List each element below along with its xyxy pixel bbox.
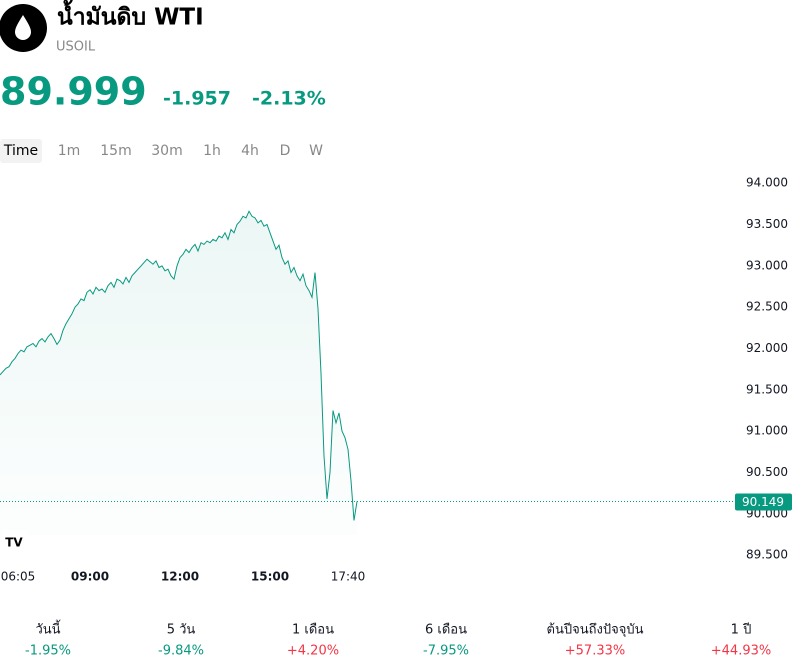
x-tick-label: 09:00 (71, 570, 109, 584)
performance-value[interactable]: -7.95% (423, 644, 469, 659)
logo-drop (15, 15, 31, 40)
last-price-badge (735, 493, 792, 511)
y-tick-label: 93.000 (746, 258, 788, 272)
timeframe-button[interactable]: 1m (58, 143, 81, 159)
timeframe-button[interactable]: 15m (100, 143, 131, 159)
y-tick-label: 89.500 (746, 548, 788, 562)
timeframe-button[interactable]: D (280, 143, 291, 159)
performance-label[interactable]: 1 ปี (731, 622, 752, 638)
y-tick-label: 91.000 (746, 424, 788, 438)
y-tick-label: 90.500 (746, 465, 788, 479)
timeframe-selected-bg (0, 139, 42, 163)
performance-label[interactable]: วันนี้ (35, 620, 61, 638)
performance-value[interactable]: +44.93% (711, 644, 771, 659)
y-tick-label: 94.000 (746, 176, 788, 190)
y-tick-label: 91.500 (746, 382, 788, 396)
tv-logo-mark: TV (5, 536, 23, 550)
timeframe-button[interactable]: 1h (203, 143, 221, 159)
change-percent: -2.13% (252, 88, 326, 110)
y-tick-label: 93.500 (746, 217, 788, 231)
timeframe-button[interactable]: Time (3, 143, 38, 159)
tv-logo: TV (2, 530, 28, 556)
y-tick-label: 92.000 (746, 341, 788, 355)
performance-value[interactable]: -1.95% (25, 644, 71, 659)
tv-logo-bg (2, 530, 28, 556)
timeframe-button[interactable]: W (309, 143, 323, 159)
performance-value[interactable]: -9.84% (158, 644, 204, 659)
x-tick-label: 15:00 (251, 570, 289, 584)
price: 89.999 (0, 70, 147, 114)
performance-value[interactable]: +57.33% (565, 644, 625, 659)
price-line (0, 210, 358, 521)
performance-label[interactable]: ต้นปีจนถึงปัจจุบัน (547, 622, 644, 638)
symbol: USOIL (56, 40, 96, 55)
performance-label[interactable]: 1 เดือน (292, 622, 334, 638)
x-tick-label: 06:05 (1, 570, 36, 584)
x-tick-label: 17:40 (331, 570, 366, 584)
performance-label[interactable]: 6 เดือน (425, 622, 467, 638)
last-price-label: 90.149 (742, 495, 784, 509)
area-fill (0, 211, 357, 536)
performance-label[interactable]: 5 วัน (167, 623, 196, 638)
x-tick-label: 12:00 (161, 570, 199, 584)
performance-value[interactable]: +4.20% (287, 644, 339, 659)
timeframe-button[interactable]: 4h (241, 143, 259, 159)
timeframe-button[interactable]: 30m (151, 143, 182, 159)
change: -1.957 (163, 88, 231, 110)
title: น้ำมันดิบ WTI (57, 0, 204, 31)
y-tick-label: 92.500 (746, 300, 788, 314)
